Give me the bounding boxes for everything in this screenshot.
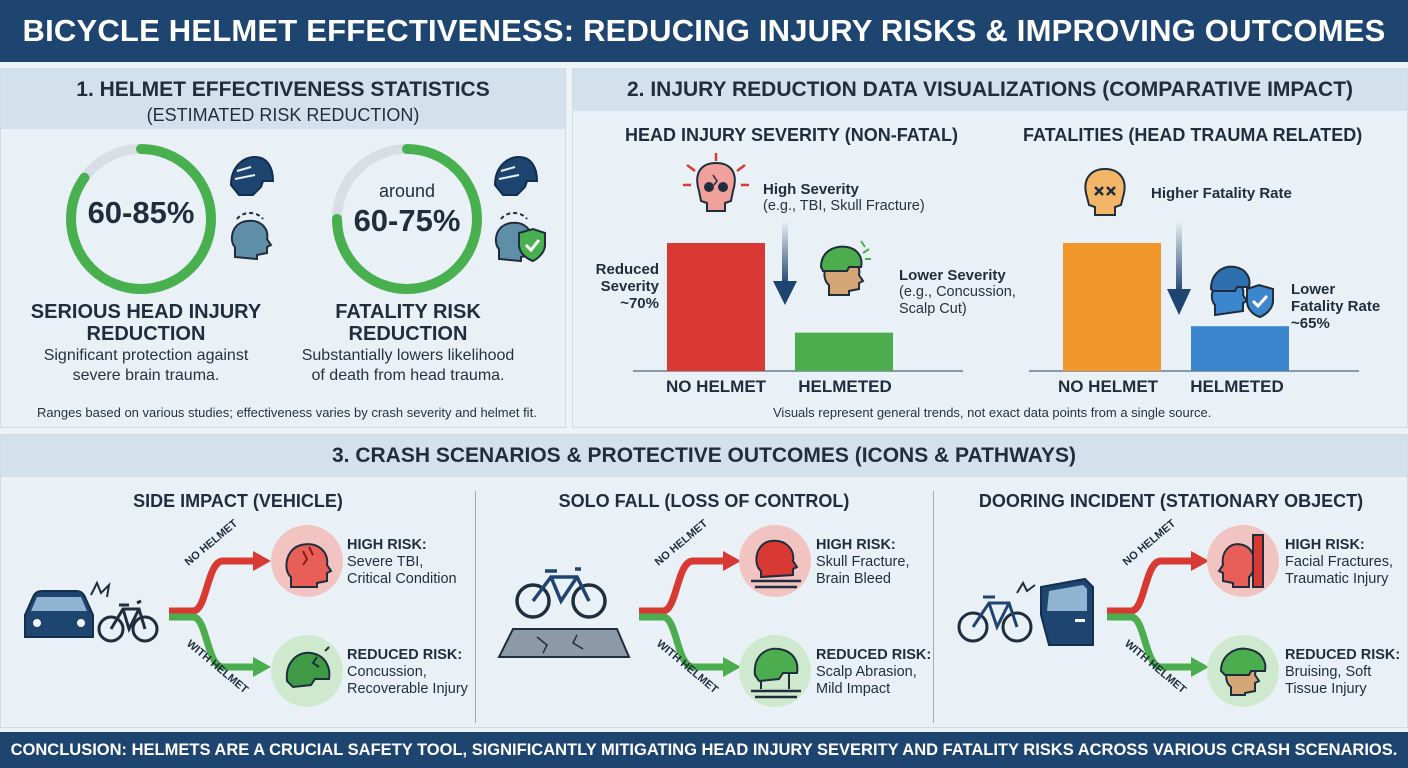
- scenario3-reduced-risk: REDUCED RISK: Bruising, Soft Tissue Inju…: [1285, 647, 1401, 697]
- section2-title: 2. INJURY REDUCTION DATA VISUALIZATIONS …: [573, 69, 1407, 111]
- page-title: BICYCLE HELMET EFFECTIVENESS: REDUCING I…: [22, 13, 1386, 48]
- conclusion-text: CONCLUSION: HELMETS ARE A CRUCIAL SAFETY…: [10, 740, 1398, 759]
- fatality-value: 60-75%: [353, 203, 461, 238]
- outcome-pathways: [169, 551, 271, 677]
- section-crash-scenarios: 3. CRASH SCENARIOS & PROTECTIVE OUTCOMES…: [0, 434, 1408, 728]
- down-arrow-icon: [1167, 221, 1191, 315]
- fatality-title: FATALITY RISK REDUCTION: [335, 301, 481, 345]
- head-injury-title: SERIOUS HEAD INJURY REDUCTION: [30, 301, 262, 345]
- section1-note: Ranges based on various studies; effecti…: [37, 405, 537, 420]
- severity-chart-title: HEAD INJURY SEVERITY (NON-FATAL): [625, 125, 959, 145]
- helmeted-head-icon: [819, 240, 871, 296]
- car-bicycle-collision-icon: [24, 580, 159, 643]
- bicycle-fall-icon: [497, 567, 631, 658]
- header-bar: BICYCLE HELMET EFFECTIVENESS: REDUCING I…: [0, 0, 1408, 62]
- high-severity-annotation: High Severity (e.g., TBI, Skull Fracture…: [763, 181, 925, 214]
- head-injury-description: Significant protection against severe br…: [43, 347, 249, 384]
- scenario1-high-risk: HIGH RISK: Severe TBI, Critical Conditio…: [347, 537, 457, 587]
- section1-subtitle: (ESTIMATED RISK REDUCTION): [146, 105, 420, 125]
- conclusion-bar: CONCLUSION: HELMETS ARE A CRUCIAL SAFETY…: [0, 732, 1408, 768]
- lower-fatality-annotation: Lower Fatality Rate ~65%: [1291, 281, 1381, 332]
- section2-note: Visuals represent general trends, not ex…: [773, 405, 1212, 420]
- reduced-severity-annotation: Reduced Severity ~70%: [595, 261, 659, 312]
- bar-no-helmet: [1063, 243, 1161, 371]
- head-ground-impact-icon: [751, 539, 801, 589]
- face-door-impact-icon: [1217, 534, 1264, 588]
- severity-bar-chart: [633, 243, 963, 372]
- head-injury-ring: [66, 144, 216, 294]
- injured-head-icon: [285, 543, 333, 588]
- severity-category-helmeted: HELMETED: [798, 377, 892, 396]
- scenario-side-impact-title: SIDE IMPACT (VEHICLE): [133, 491, 343, 511]
- scenario3-high-risk: HIGH RISK: Facial Fractures, Traumatic I…: [1285, 537, 1393, 587]
- section-injury-reduction-charts: 2. INJURY REDUCTION DATA VISUALIZATIONS …: [572, 68, 1408, 428]
- fatality-progress-arc: [332, 144, 482, 294]
- cracked-helmet-icon: [285, 646, 331, 689]
- scenario-solo-fall-title: SOLO FALL (LOSS OF CONTROL): [558, 491, 850, 511]
- head-shield-icon: [494, 212, 546, 263]
- bar-no-helmet: [667, 243, 765, 371]
- severity-category-no-helmet: NO HELMET: [665, 377, 767, 396]
- fatality-category-helmeted: HELMETED: [1190, 377, 1284, 396]
- section3-title: 3. CRASH SCENARIOS & PROTECTIVE OUTCOMES…: [1, 435, 1407, 477]
- divider: [933, 491, 934, 723]
- helmet-icon: [229, 155, 275, 196]
- head-silhouette-icon: [230, 212, 273, 261]
- section1-header: 1. HELMET EFFECTIVENESS STATISTICS (ESTI…: [1, 69, 565, 129]
- scenario1-reduced-risk: REDUCED RISK: Concussion, Recoverable In…: [347, 647, 468, 697]
- helmet-ground-impact-icon: [751, 647, 801, 699]
- head-injury-value: 60-85%: [87, 195, 195, 230]
- bar-helmeted: [1191, 326, 1289, 371]
- fatality-category-no-helmet: NO HELMET: [1057, 377, 1159, 396]
- divider: [475, 491, 476, 723]
- outcome-pathways: [1107, 551, 1209, 677]
- higher-fatality-annotation: Higher Fatality Rate: [1151, 185, 1292, 202]
- blue-helmet-shield-icon: [1209, 265, 1274, 319]
- lower-severity-annotation: Lower Severity (e.g., Concussion, Scalp …: [899, 267, 1016, 317]
- section-effectiveness-statistics: 1. HELMET EFFECTIVENESS STATISTICS (ESTI…: [0, 68, 566, 428]
- down-arrow-icon: [773, 221, 797, 305]
- fatality-chart-title: FATALITIES (HEAD TRAUMA RELATED): [1023, 125, 1363, 145]
- fatality-prefix: around: [378, 181, 436, 201]
- section1-title: 1. HELMET EFFECTIVENESS STATISTICS: [76, 78, 490, 101]
- fatality-bar-chart: [1029, 243, 1359, 372]
- fatality-description: Substantially lowers likelihood of death…: [301, 347, 515, 384]
- head-injury-progress-arc: [66, 144, 216, 294]
- scenario2-high-risk: HIGH RISK: Skull Fracture, Brain Bleed: [816, 537, 910, 587]
- outcome-pathways: [639, 551, 741, 677]
- bicycle-car-door-icon: [957, 577, 1094, 646]
- scenario-dooring-title: DOORING INCIDENT (STATIONARY OBJECT): [978, 491, 1364, 511]
- orange-skull-icon: [1084, 167, 1126, 216]
- scenario2-reduced-risk: REDUCED RISK: Scalp Abrasion, Mild Impac…: [816, 647, 932, 697]
- red-skull-icon: [683, 153, 749, 212]
- helmet-icon: [493, 155, 539, 196]
- helmet-head-icon: [1219, 647, 1267, 696]
- fatality-ring: [332, 144, 482, 294]
- bar-helmeted: [795, 332, 893, 371]
